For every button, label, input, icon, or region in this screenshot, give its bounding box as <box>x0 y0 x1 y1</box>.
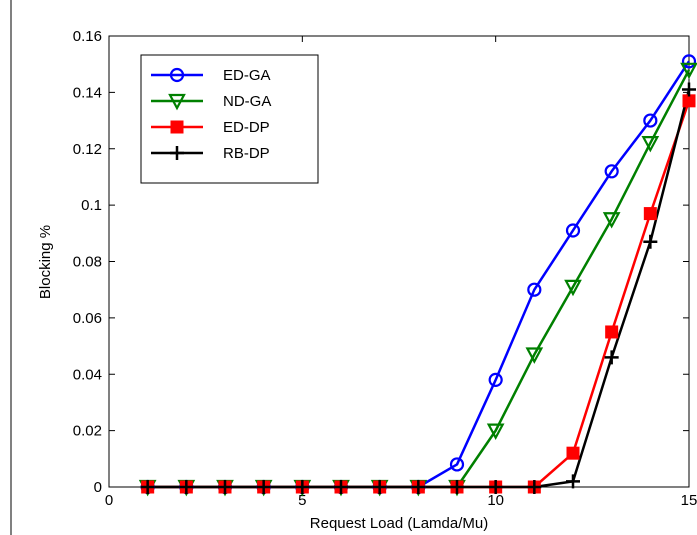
data-point-rb-dp <box>140 480 155 494</box>
legend-marker-ed-ga <box>169 67 185 83</box>
x-tick-label: 5 <box>298 492 306 509</box>
legend-label-rb-dp: RB-DP <box>223 145 270 162</box>
x-tick-label: 10 <box>487 492 504 509</box>
data-point-rb-dp <box>411 480 426 494</box>
data-point-rb-dp <box>256 480 271 494</box>
data-point-nd-ga <box>525 347 544 364</box>
legend-marker-nd-ga <box>168 93 186 111</box>
data-point-rb-dp <box>488 480 503 494</box>
data-point-rb-dp <box>527 480 542 494</box>
data-point-ed-dp <box>643 207 657 221</box>
data-point-ed-ga <box>488 372 503 387</box>
data-point-rb-dp <box>450 480 464 494</box>
data-point-rb-dp <box>372 480 387 494</box>
data-point-nd-ga <box>602 212 621 229</box>
data-point-rb-dp <box>643 234 658 249</box>
x-axis-title: Request Load (Lamda/Mu) <box>310 515 488 532</box>
legend-label-ed-ga: ED-GA <box>223 67 271 84</box>
data-point-ed-dp <box>682 94 696 108</box>
y-tick-label: 0.14 <box>73 84 102 101</box>
legend-marker-ed-dp <box>170 120 184 134</box>
data-point-nd-ga <box>680 62 697 80</box>
data-point-rb-dp <box>566 474 580 489</box>
data-point-nd-ga <box>564 279 582 297</box>
y-tick-label: 0.16 <box>73 28 102 45</box>
y-tick-label: 0.08 <box>73 254 102 271</box>
data-point-ed-ga <box>565 223 581 238</box>
legend-label-nd-ga: ND-GA <box>223 93 271 110</box>
data-point-nd-ga <box>486 423 505 440</box>
data-point-nd-ga <box>641 136 660 153</box>
y-tick-label: 0.02 <box>73 423 102 440</box>
x-tick-label: 0 <box>105 492 113 509</box>
data-point-ed-dp <box>566 446 580 460</box>
data-point-ed-ga <box>527 282 542 297</box>
data-point-rb-dp <box>334 480 348 494</box>
y-tick-label: 0 <box>94 479 102 496</box>
x-tick-label: 15 <box>681 492 697 509</box>
y-tick-label: 0.1 <box>81 197 102 214</box>
legend-marker-rb-dp <box>170 146 184 160</box>
data-point-ed-ga <box>449 457 465 472</box>
y-tick-label: 0.12 <box>73 141 102 158</box>
data-point-rb-dp <box>218 480 232 494</box>
legend-label-ed-dp: ED-DP <box>223 119 270 136</box>
y-tick-label: 0.06 <box>73 310 102 327</box>
data-point-ed-ga <box>604 164 619 179</box>
data-point-ed-ga <box>643 113 658 128</box>
y-axis-title: Blocking % <box>37 225 54 299</box>
data-point-rb-dp <box>682 82 696 97</box>
y-tick-label: 0.04 <box>73 366 102 383</box>
data-point-rb-dp <box>604 350 619 365</box>
data-point-rb-dp <box>179 480 194 494</box>
data-point-ed-dp <box>605 325 619 339</box>
data-point-ed-ga <box>681 54 697 69</box>
data-point-rb-dp <box>295 480 310 494</box>
